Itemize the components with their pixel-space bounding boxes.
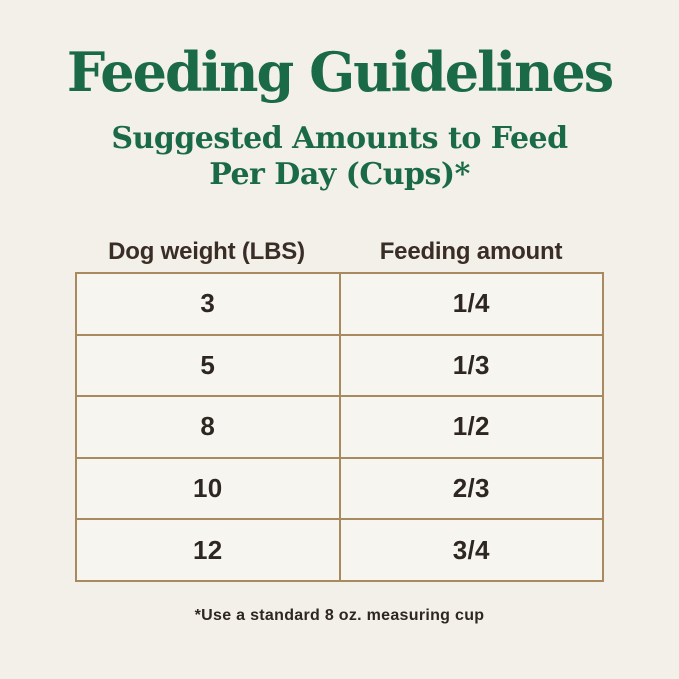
feeding-table-body: 3 1/4 5 1/3 8 1/2 10 2/3 12 3/4: [75, 272, 604, 582]
dog-weight-cell: 8: [75, 395, 341, 459]
page-title: Feeding Guidelines: [66, 40, 614, 104]
column-header-dog-weight: Dog weight (LBS): [108, 238, 305, 265]
table-row: 12 3/4: [75, 518, 604, 582]
feeding-amount-cell: 1/2: [338, 395, 604, 459]
feeding-amount-cell: 2/3: [338, 456, 604, 521]
dog-weight-cell: 5: [75, 333, 341, 398]
column-header-feeding-amount: Feeding amount: [379, 238, 563, 265]
subtitle-line-2: Per Day (Cups)*: [209, 157, 470, 192]
table-row: 8 1/2: [75, 395, 604, 459]
dog-weight-cell: 12: [75, 518, 341, 582]
table-row: 3 1/4: [75, 272, 604, 336]
subtitle-line-1: Suggested Amounts to Feed: [111, 121, 568, 156]
feeding-amount-cell: 3/4: [338, 518, 604, 582]
table-row: 10 2/3: [75, 456, 604, 521]
footnote: *Use a standard 8 oz. measuring cup: [194, 607, 485, 624]
table-row: 5 1/3: [75, 333, 604, 398]
dog-weight-cell: 10: [75, 456, 341, 521]
page-subtitle: Suggested Amounts to Feed Per Day (Cups)…: [0, 121, 679, 193]
dog-weight-cell: 3: [75, 272, 341, 336]
feeding-table: 3 1/4 5 1/3 8 1/2 10 2/3 12 3/4: [75, 272, 604, 582]
feeding-amount-cell: 1/3: [338, 333, 604, 398]
feeding-amount-cell: 1/4: [338, 272, 604, 336]
table-column-headers: Dog weight (LBS) Feeding amount: [75, 238, 604, 266]
